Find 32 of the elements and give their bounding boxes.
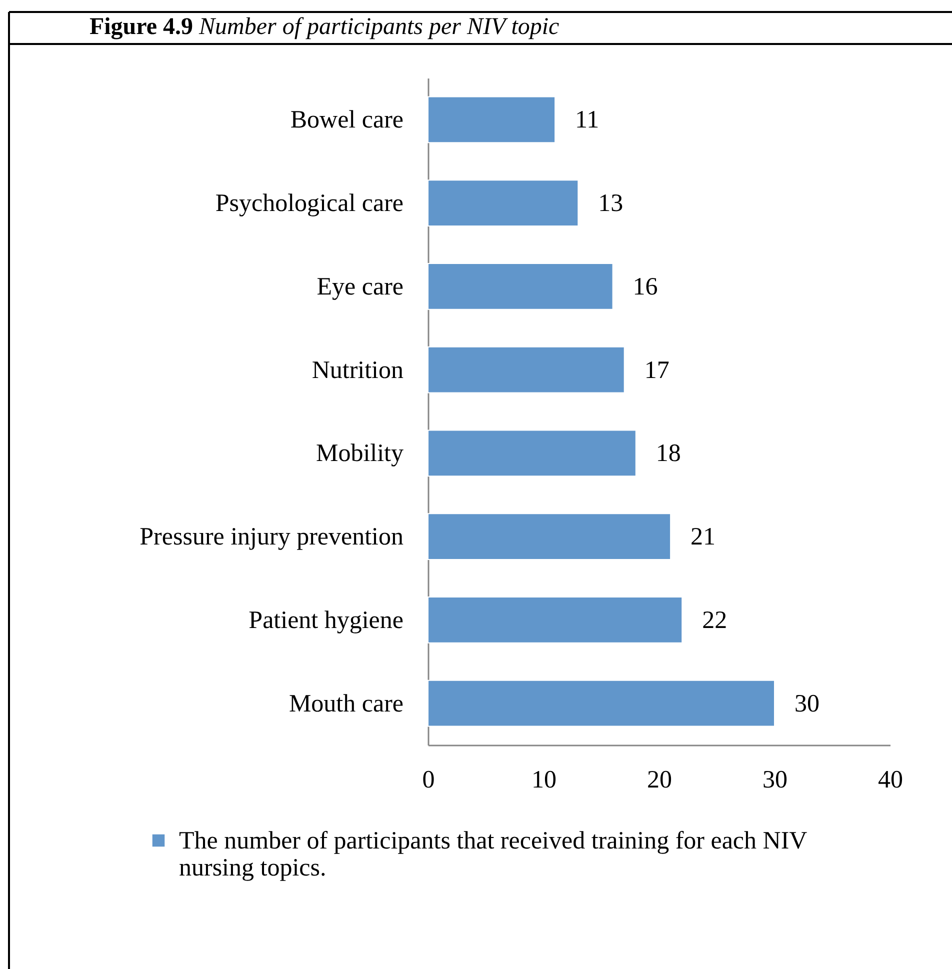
y-tick-label: Bowel care <box>290 106 404 134</box>
bar <box>428 180 579 226</box>
legend-label: The number of participants that received training for each NIV nursing topics. <box>179 828 808 882</box>
y-tick-label: Nutrition <box>312 356 404 384</box>
data-label: 18 <box>656 440 681 468</box>
x-tick-label: 10 <box>532 766 556 794</box>
bar <box>428 680 775 727</box>
y-tick-label: Mobility <box>316 440 404 468</box>
y-tick-label: Mouth care <box>288 690 404 718</box>
y-tick-label: Eye care <box>316 273 404 300</box>
bar <box>428 263 614 310</box>
data-label: 30 <box>794 690 820 718</box>
x-tick-label: 40 <box>878 766 903 794</box>
data-label: 13 <box>598 190 624 218</box>
y-tick-label: Psychological care <box>215 190 404 218</box>
data-label: 22 <box>702 606 728 634</box>
x-tick-label: 0 <box>422 766 435 794</box>
y-tick-label: Pressure injury prevention <box>140 524 404 551</box>
bar <box>428 513 672 560</box>
data-label: 16 <box>632 273 658 300</box>
text: Figure 4.9 <box>89 14 193 40</box>
data-label: 17 <box>644 356 670 384</box>
x-tick-label: 20 <box>647 766 672 794</box>
bar <box>428 346 625 394</box>
chart-subtitle: Number of participants per NIV topic <box>198 14 560 40</box>
bar <box>428 430 636 477</box>
x-tick-label: 30 <box>762 766 788 794</box>
bar <box>428 596 683 644</box>
y-tick-label: Patient hygiene <box>248 606 404 634</box>
bar <box>428 96 556 144</box>
data-label: 21 <box>690 524 716 551</box>
data-label: 11 <box>575 106 600 134</box>
